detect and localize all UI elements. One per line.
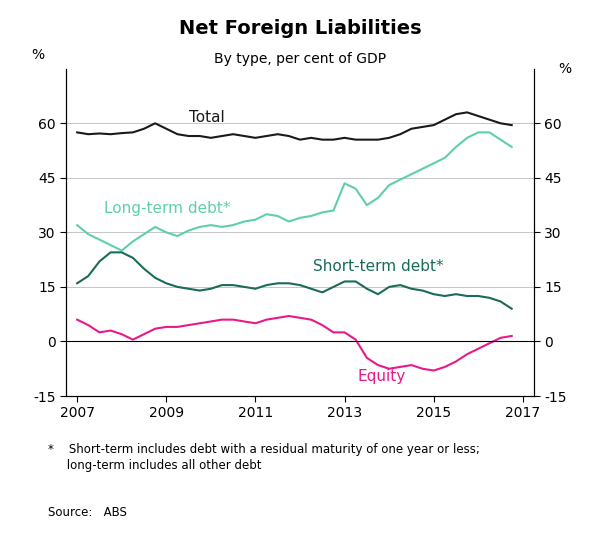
Text: Short-term debt*: Short-term debt* [313, 260, 444, 274]
Y-axis label: %: % [31, 48, 44, 62]
Title: By type, per cent of GDP: By type, per cent of GDP [214, 52, 386, 66]
Text: Total: Total [188, 111, 224, 125]
Text: Equity: Equity [358, 368, 406, 383]
Text: Long-term debt*: Long-term debt* [104, 201, 230, 216]
Text: *    Short-term includes debt with a residual maturity of one year or less;: * Short-term includes debt with a residu… [48, 443, 480, 456]
Text: long-term includes all other debt: long-term includes all other debt [48, 459, 262, 472]
Text: Source:   ABS: Source: ABS [48, 506, 127, 519]
Text: Net Foreign Liabilities: Net Foreign Liabilities [179, 19, 421, 39]
Y-axis label: %: % [558, 62, 571, 76]
